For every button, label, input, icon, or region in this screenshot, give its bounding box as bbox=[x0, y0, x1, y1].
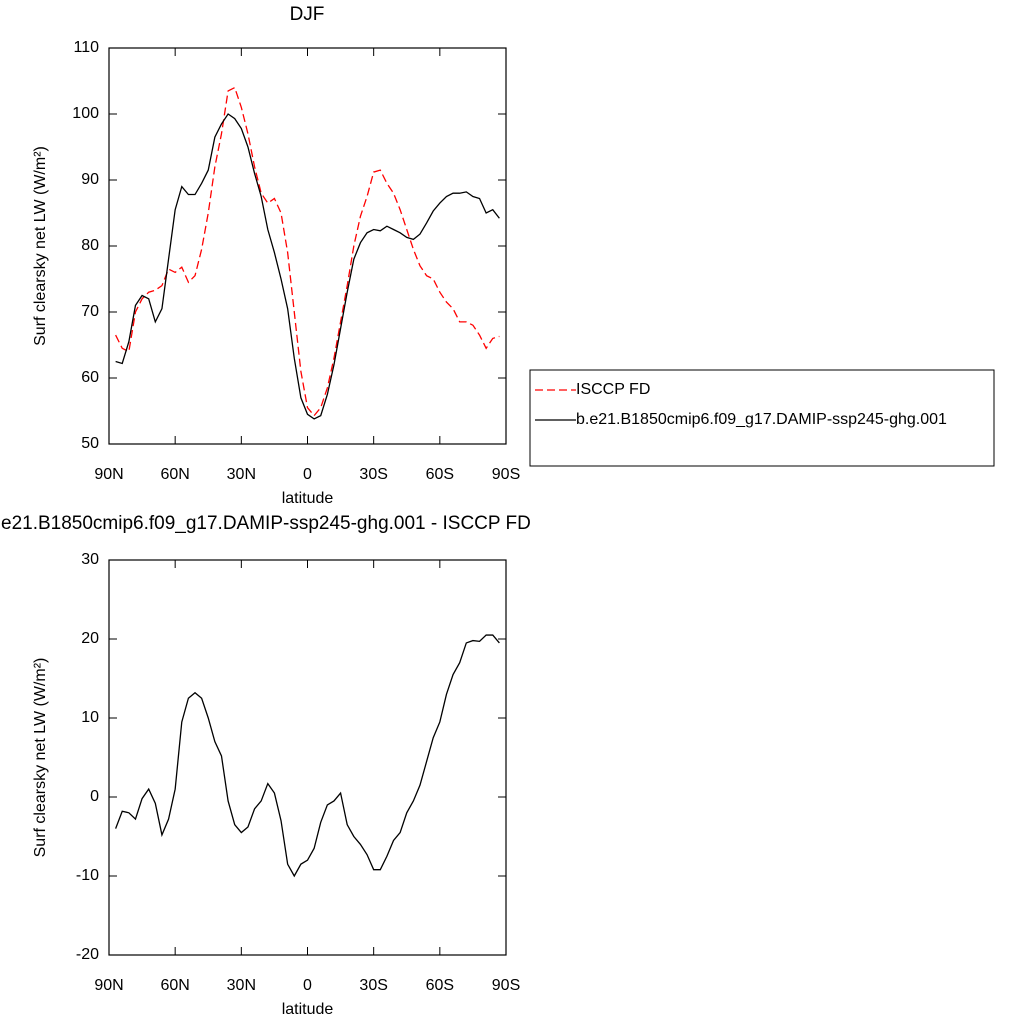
x-tick-label: 30S bbox=[359, 466, 387, 483]
data-line bbox=[115, 86, 500, 417]
y-tick-label: 70 bbox=[81, 303, 99, 320]
y-axis-label: Surf clearsky net LW (W/m²) bbox=[32, 658, 49, 858]
x-tick-label: 90S bbox=[492, 466, 520, 483]
x-tick-label: 60S bbox=[426, 466, 454, 483]
data-line bbox=[115, 113, 500, 420]
x-tick-label: 30S bbox=[359, 977, 387, 994]
legend-label: b.e21.B1850cmip6.f09_g17.DAMIP-ssp245-gh… bbox=[576, 411, 947, 428]
x-tick-label: 30N bbox=[227, 466, 256, 483]
y-tick-label: -20 bbox=[76, 946, 99, 963]
x-axis-label: latitude bbox=[282, 490, 334, 507]
y-tick-label: 10 bbox=[81, 709, 99, 726]
x-tick-label: 0 bbox=[303, 466, 312, 483]
legend-box bbox=[529, 369, 995, 467]
x-tick-label: 60N bbox=[160, 977, 189, 994]
chart-title: e21.B1850cmip6.f09_g17.DAMIP-ssp245-ghg.… bbox=[1, 513, 531, 534]
y-tick-label: -10 bbox=[76, 867, 99, 884]
y-tick-label: 60 bbox=[81, 369, 99, 386]
y-tick-label: 110 bbox=[73, 39, 99, 56]
y-tick-label: 50 bbox=[81, 435, 99, 452]
x-tick-label: 0 bbox=[303, 977, 312, 994]
plot-frame bbox=[108, 559, 507, 956]
plot-frame bbox=[108, 47, 507, 445]
data-line bbox=[115, 634, 500, 878]
x-tick-label: 60N bbox=[160, 466, 189, 483]
y-tick-label: 80 bbox=[81, 237, 99, 254]
x-tick-label: 90N bbox=[94, 466, 123, 483]
x-tick-label: 90N bbox=[94, 977, 123, 994]
y-axis-label: Surf clearsky net LW (W/m²) bbox=[32, 146, 49, 346]
x-tick-label: 30N bbox=[227, 977, 256, 994]
y-tick-label: 90 bbox=[81, 171, 99, 188]
chart-title: DJF bbox=[290, 4, 325, 25]
x-tick-label: 60S bbox=[426, 977, 454, 994]
legend-label: ISCCP FD bbox=[576, 381, 650, 398]
x-tick-label: 90S bbox=[492, 977, 520, 994]
y-tick-label: 30 bbox=[81, 551, 99, 568]
y-tick-label: 0 bbox=[90, 788, 99, 805]
y-tick-label: 100 bbox=[72, 105, 99, 122]
x-axis-label: latitude bbox=[282, 1001, 334, 1018]
y-tick-label: 20 bbox=[81, 630, 99, 647]
